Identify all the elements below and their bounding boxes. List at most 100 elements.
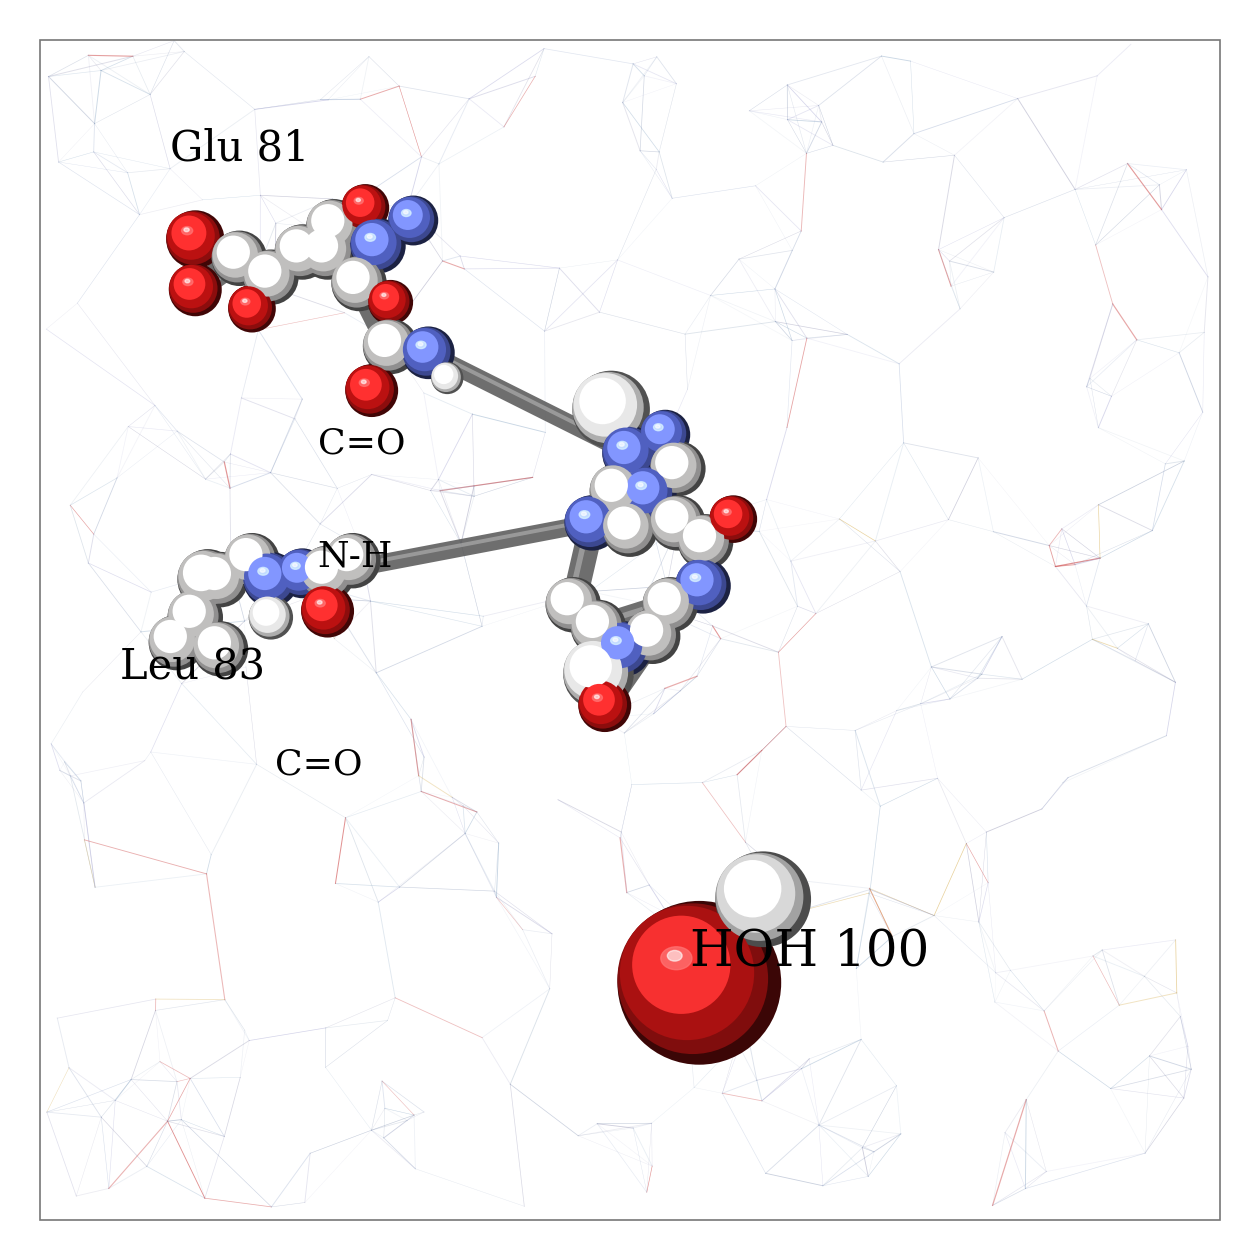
Circle shape xyxy=(625,610,675,660)
Ellipse shape xyxy=(185,280,190,282)
Circle shape xyxy=(591,465,636,510)
Circle shape xyxy=(711,496,750,536)
Circle shape xyxy=(193,622,243,673)
Circle shape xyxy=(341,185,386,228)
Ellipse shape xyxy=(694,530,699,534)
Circle shape xyxy=(655,500,688,533)
Circle shape xyxy=(570,645,612,688)
Circle shape xyxy=(168,212,214,260)
Ellipse shape xyxy=(690,573,701,581)
Circle shape xyxy=(350,219,401,270)
Circle shape xyxy=(350,218,406,273)
Ellipse shape xyxy=(261,607,268,614)
Circle shape xyxy=(244,553,290,598)
Circle shape xyxy=(578,679,631,732)
Circle shape xyxy=(633,916,731,1014)
Ellipse shape xyxy=(580,510,590,518)
Ellipse shape xyxy=(378,334,388,341)
Circle shape xyxy=(248,596,290,636)
Circle shape xyxy=(212,231,267,286)
Circle shape xyxy=(709,496,753,539)
Circle shape xyxy=(275,226,325,276)
Circle shape xyxy=(643,577,698,633)
Circle shape xyxy=(572,370,650,449)
Circle shape xyxy=(675,559,726,610)
Ellipse shape xyxy=(592,694,602,702)
Circle shape xyxy=(564,641,622,699)
Circle shape xyxy=(169,265,218,312)
Ellipse shape xyxy=(403,210,408,214)
Circle shape xyxy=(590,464,645,519)
Circle shape xyxy=(655,446,688,479)
Ellipse shape xyxy=(655,425,660,428)
Circle shape xyxy=(174,268,205,300)
Circle shape xyxy=(325,533,381,588)
Circle shape xyxy=(678,514,733,570)
Ellipse shape xyxy=(362,381,367,383)
Circle shape xyxy=(305,551,338,583)
Ellipse shape xyxy=(606,480,611,484)
Circle shape xyxy=(607,507,640,539)
Ellipse shape xyxy=(668,950,682,961)
Text: C=O: C=O xyxy=(318,427,404,460)
Circle shape xyxy=(650,442,701,493)
Circle shape xyxy=(169,591,214,636)
Circle shape xyxy=(564,495,620,551)
Circle shape xyxy=(229,286,268,325)
Circle shape xyxy=(198,557,231,590)
Ellipse shape xyxy=(258,567,268,575)
Circle shape xyxy=(302,586,345,630)
Circle shape xyxy=(178,551,233,606)
Ellipse shape xyxy=(194,566,205,575)
Circle shape xyxy=(432,363,459,389)
Ellipse shape xyxy=(354,198,363,204)
Ellipse shape xyxy=(291,562,300,570)
Circle shape xyxy=(570,500,602,533)
Circle shape xyxy=(168,590,223,645)
Circle shape xyxy=(546,578,596,629)
Circle shape xyxy=(352,219,397,265)
Ellipse shape xyxy=(260,266,265,270)
Circle shape xyxy=(306,200,357,251)
Circle shape xyxy=(604,503,649,548)
Ellipse shape xyxy=(382,294,386,296)
Ellipse shape xyxy=(595,696,600,698)
Circle shape xyxy=(576,605,609,638)
Circle shape xyxy=(580,378,626,425)
Circle shape xyxy=(173,595,205,627)
Circle shape xyxy=(300,226,350,276)
Circle shape xyxy=(650,441,706,496)
Circle shape xyxy=(193,621,248,677)
Circle shape xyxy=(602,501,658,557)
Ellipse shape xyxy=(321,214,331,222)
Ellipse shape xyxy=(290,239,300,247)
Ellipse shape xyxy=(292,563,297,567)
Circle shape xyxy=(355,223,388,256)
Ellipse shape xyxy=(724,510,728,513)
Circle shape xyxy=(194,622,239,668)
Circle shape xyxy=(563,639,634,709)
Text: N-H: N-H xyxy=(318,541,393,573)
Ellipse shape xyxy=(660,946,692,970)
Ellipse shape xyxy=(262,609,266,611)
Circle shape xyxy=(170,265,213,309)
Circle shape xyxy=(680,563,713,596)
Circle shape xyxy=(364,320,410,365)
Ellipse shape xyxy=(379,335,384,339)
Circle shape xyxy=(150,616,195,662)
Circle shape xyxy=(590,465,640,515)
Ellipse shape xyxy=(183,278,193,286)
Circle shape xyxy=(566,496,611,542)
Circle shape xyxy=(716,852,811,948)
Ellipse shape xyxy=(291,241,296,244)
Circle shape xyxy=(226,534,271,580)
Circle shape xyxy=(300,224,355,280)
Circle shape xyxy=(714,500,742,528)
Circle shape xyxy=(407,331,438,363)
Circle shape xyxy=(253,600,280,626)
Circle shape xyxy=(648,582,680,615)
Circle shape xyxy=(179,551,228,601)
Text: C=O: C=O xyxy=(275,748,362,781)
Circle shape xyxy=(578,680,627,728)
Circle shape xyxy=(677,559,722,605)
